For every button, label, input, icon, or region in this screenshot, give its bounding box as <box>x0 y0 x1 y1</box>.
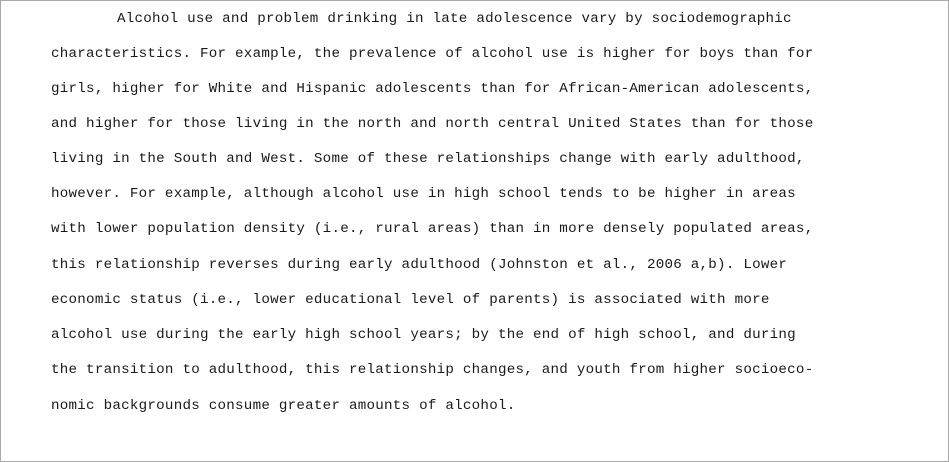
text-line: Alcohol use and problem drinking in late… <box>117 11 792 27</box>
text-line: characteristics. For example, the preval… <box>51 46 814 62</box>
text-line: alcohol use during the early high school… <box>51 327 796 343</box>
text-line: this relationship reverses during early … <box>51 257 788 273</box>
text-line: the transition to adulthood, this relati… <box>51 362 814 378</box>
text-line: with lower population density (i.e., rur… <box>51 221 814 237</box>
text-line: however. For example, although alcohol u… <box>51 186 796 202</box>
text-line: and higher for those living in the north… <box>51 116 814 132</box>
text-line: girls, higher for White and Hispanic ado… <box>51 81 814 97</box>
text-line: nomic backgrounds consume greater amount… <box>51 398 516 414</box>
text-line: living in the South and West. Some of th… <box>51 151 805 167</box>
text-line: economic status (i.e., lower educational… <box>51 292 770 308</box>
